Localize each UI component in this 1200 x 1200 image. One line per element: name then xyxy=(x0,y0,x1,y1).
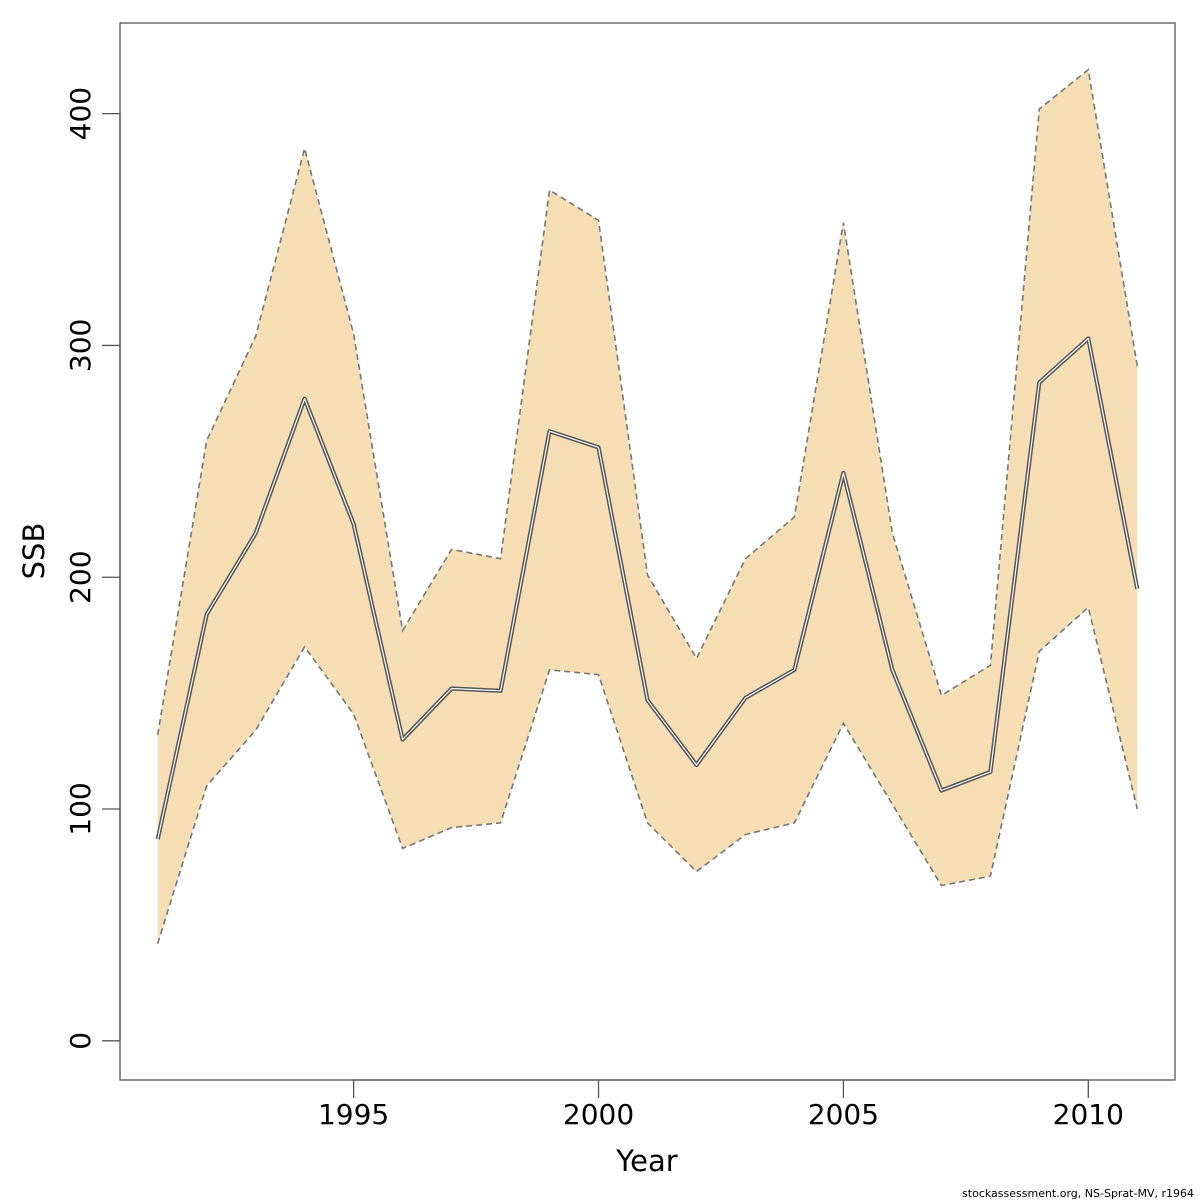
y-tick-label-100: 100 xyxy=(64,782,97,835)
y-tick-label-200: 200 xyxy=(64,550,97,603)
upper-bound-line xyxy=(156,68,1139,736)
y-tick-label-400: 400 xyxy=(64,87,97,140)
x-tick-label-2005: 2005 xyxy=(808,1098,879,1131)
lower-bound-line xyxy=(156,605,1139,944)
y-tick-label-300: 300 xyxy=(64,319,97,372)
x-tick-label-2000: 2000 xyxy=(563,1098,634,1131)
x-axis-title: Year xyxy=(615,1144,677,1178)
plot-area xyxy=(155,68,1140,944)
plot-frame xyxy=(119,22,1176,1081)
x-tick-label-1995: 1995 xyxy=(318,1098,389,1131)
y-tick-label-0: 0 xyxy=(64,1032,97,1050)
source-note: stockassessment.org, NS-Sprat-MV, r1964 xyxy=(962,1187,1194,1200)
confidence-band xyxy=(157,69,1138,944)
ssb-estimate-line-inner xyxy=(157,337,1138,840)
y-axis-title: SSB xyxy=(17,523,51,580)
x-tick-label-2010: 2010 xyxy=(1053,1098,1124,1131)
